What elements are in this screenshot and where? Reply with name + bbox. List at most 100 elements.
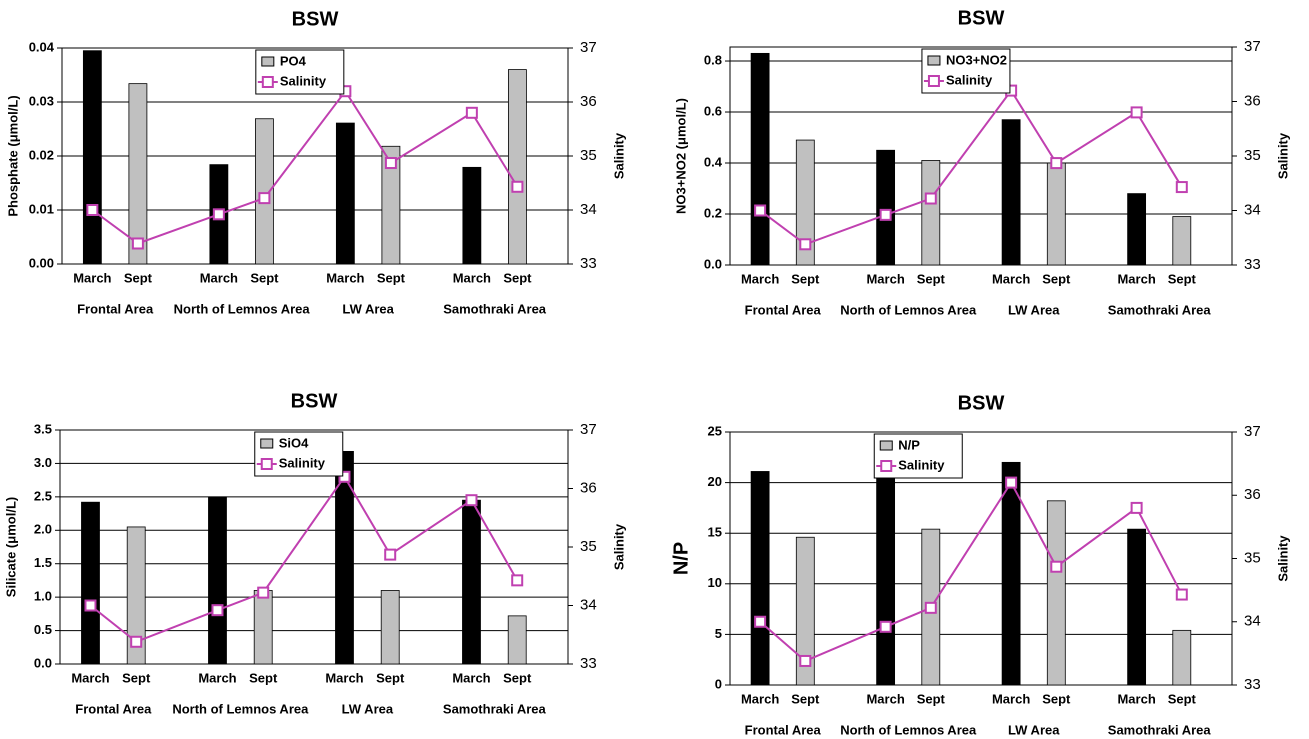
salinity-marker xyxy=(511,180,524,193)
bar xyxy=(381,145,401,265)
legend-marker xyxy=(261,76,274,88)
x-tick-label: March xyxy=(866,691,904,706)
y2-tick-label: 37 xyxy=(580,39,597,56)
salinity-marker xyxy=(1050,560,1063,573)
legend-swatch xyxy=(260,438,274,449)
group-label: LW Area xyxy=(1008,722,1060,737)
y2-tick-label: 34 xyxy=(1244,613,1261,630)
y2-tick-label: 36 xyxy=(580,479,597,496)
group-label: Samothraki Area xyxy=(443,701,547,716)
salinity-marker xyxy=(212,208,225,221)
legend-swatch xyxy=(927,55,941,66)
y2-tick-label: 35 xyxy=(1244,147,1261,164)
chart-title: BSW xyxy=(292,8,339,30)
x-tick-label: March xyxy=(992,691,1030,706)
salinity-marker xyxy=(465,494,478,507)
x-tick-label: Sept xyxy=(917,271,946,286)
legend-label: Salinity xyxy=(946,72,993,87)
salinity-marker xyxy=(511,574,524,587)
x-tick-label: March xyxy=(71,670,109,685)
legend-label: Salinity xyxy=(898,457,945,472)
y2-axis-label: Salinity xyxy=(611,523,626,570)
group-label: Samothraki Area xyxy=(1108,302,1212,317)
bar xyxy=(1001,119,1021,266)
group-label: Frontal Area xyxy=(75,701,152,716)
group-label: Samothraki Area xyxy=(1108,722,1212,737)
chart-title: BSW xyxy=(958,392,1005,414)
y2-tick-label: 36 xyxy=(580,93,597,110)
salinity-marker xyxy=(799,654,812,667)
salinity-line xyxy=(89,474,519,643)
y-tick-label: 0 xyxy=(715,676,722,691)
salinity-marker xyxy=(86,204,99,216)
bar xyxy=(507,615,527,665)
y-tick-label: 0.8 xyxy=(704,52,722,67)
x-tick-label: Sept xyxy=(1168,271,1197,286)
y-tick-label: 10 xyxy=(708,575,722,590)
legend-label: NO3+NO2 xyxy=(946,52,1007,67)
y2-tick-label: 33 xyxy=(1244,256,1261,273)
x-tick-label: Sept xyxy=(124,270,153,285)
y-tick-label: 0.0 xyxy=(704,256,722,271)
y-tick-label: 5 xyxy=(715,626,722,641)
salinity-marker xyxy=(465,106,478,119)
bar xyxy=(1127,528,1147,686)
legend-label: SiO4 xyxy=(279,435,309,450)
group-label: LW Area xyxy=(1008,302,1060,317)
salinity-marker xyxy=(754,204,767,217)
group-label: Frontal Area xyxy=(77,301,154,316)
y-tick-label: 20 xyxy=(708,474,722,489)
bar xyxy=(1046,500,1066,686)
bar xyxy=(1046,162,1066,266)
y-tick-label: 2.0 xyxy=(34,522,52,537)
y-axis-label: Silicate (μmol/L) xyxy=(3,497,18,597)
legend-marker xyxy=(260,458,273,470)
y2-tick-label: 33 xyxy=(1244,676,1261,693)
y-tick-label: 0.4 xyxy=(704,154,723,169)
salinity-marker xyxy=(1175,588,1188,601)
bar xyxy=(81,501,100,665)
x-tick-label: March xyxy=(73,270,111,285)
y2-axis-label: Salinity xyxy=(1275,132,1290,179)
salinity-marker xyxy=(131,237,144,250)
group-label: Samothraki Area xyxy=(443,301,547,316)
bar xyxy=(82,50,102,265)
y2-tick-label: 36 xyxy=(1244,486,1261,503)
bar xyxy=(1001,461,1021,686)
bar xyxy=(876,149,896,266)
chart-title: BSW xyxy=(958,7,1005,29)
legend-marker xyxy=(880,460,893,472)
bar xyxy=(1127,193,1147,266)
y-tick-label: 3.0 xyxy=(34,455,52,470)
salinity-marker xyxy=(1005,476,1018,489)
x-tick-label: Sept xyxy=(503,270,532,285)
salinity-line xyxy=(91,89,519,245)
y-axis-label: NO3+NO2 (μmol/L) xyxy=(673,98,688,214)
y-tick-label: 0.5 xyxy=(34,622,52,637)
x-tick-label: March xyxy=(200,270,238,285)
y-tick-label: 0.01 xyxy=(29,201,54,216)
salinity-marker xyxy=(211,604,224,617)
legend-swatch xyxy=(879,440,893,451)
salinity-line xyxy=(759,480,1183,663)
x-tick-label: Sept xyxy=(917,691,946,706)
group-label: North of Lemnos Area xyxy=(840,722,977,737)
legend-swatch xyxy=(261,56,275,67)
salinity-marker xyxy=(924,601,937,614)
y2-tick-label: 33 xyxy=(580,655,597,672)
salinity-marker xyxy=(84,599,97,612)
bar xyxy=(462,499,481,665)
bar xyxy=(795,536,815,686)
y-tick-label: 25 xyxy=(708,423,722,438)
salinity-marker xyxy=(799,238,812,251)
salinity-marker xyxy=(1130,501,1143,514)
x-tick-label: March xyxy=(453,270,491,285)
plot-frame xyxy=(61,47,569,265)
y-tick-label: 2.5 xyxy=(34,488,52,503)
x-tick-label: March xyxy=(992,271,1030,286)
x-tick-label: March xyxy=(1117,271,1155,286)
legend-label: Salinity xyxy=(279,455,326,470)
salinity-marker xyxy=(130,635,143,648)
x-tick-label: Sept xyxy=(122,670,151,685)
